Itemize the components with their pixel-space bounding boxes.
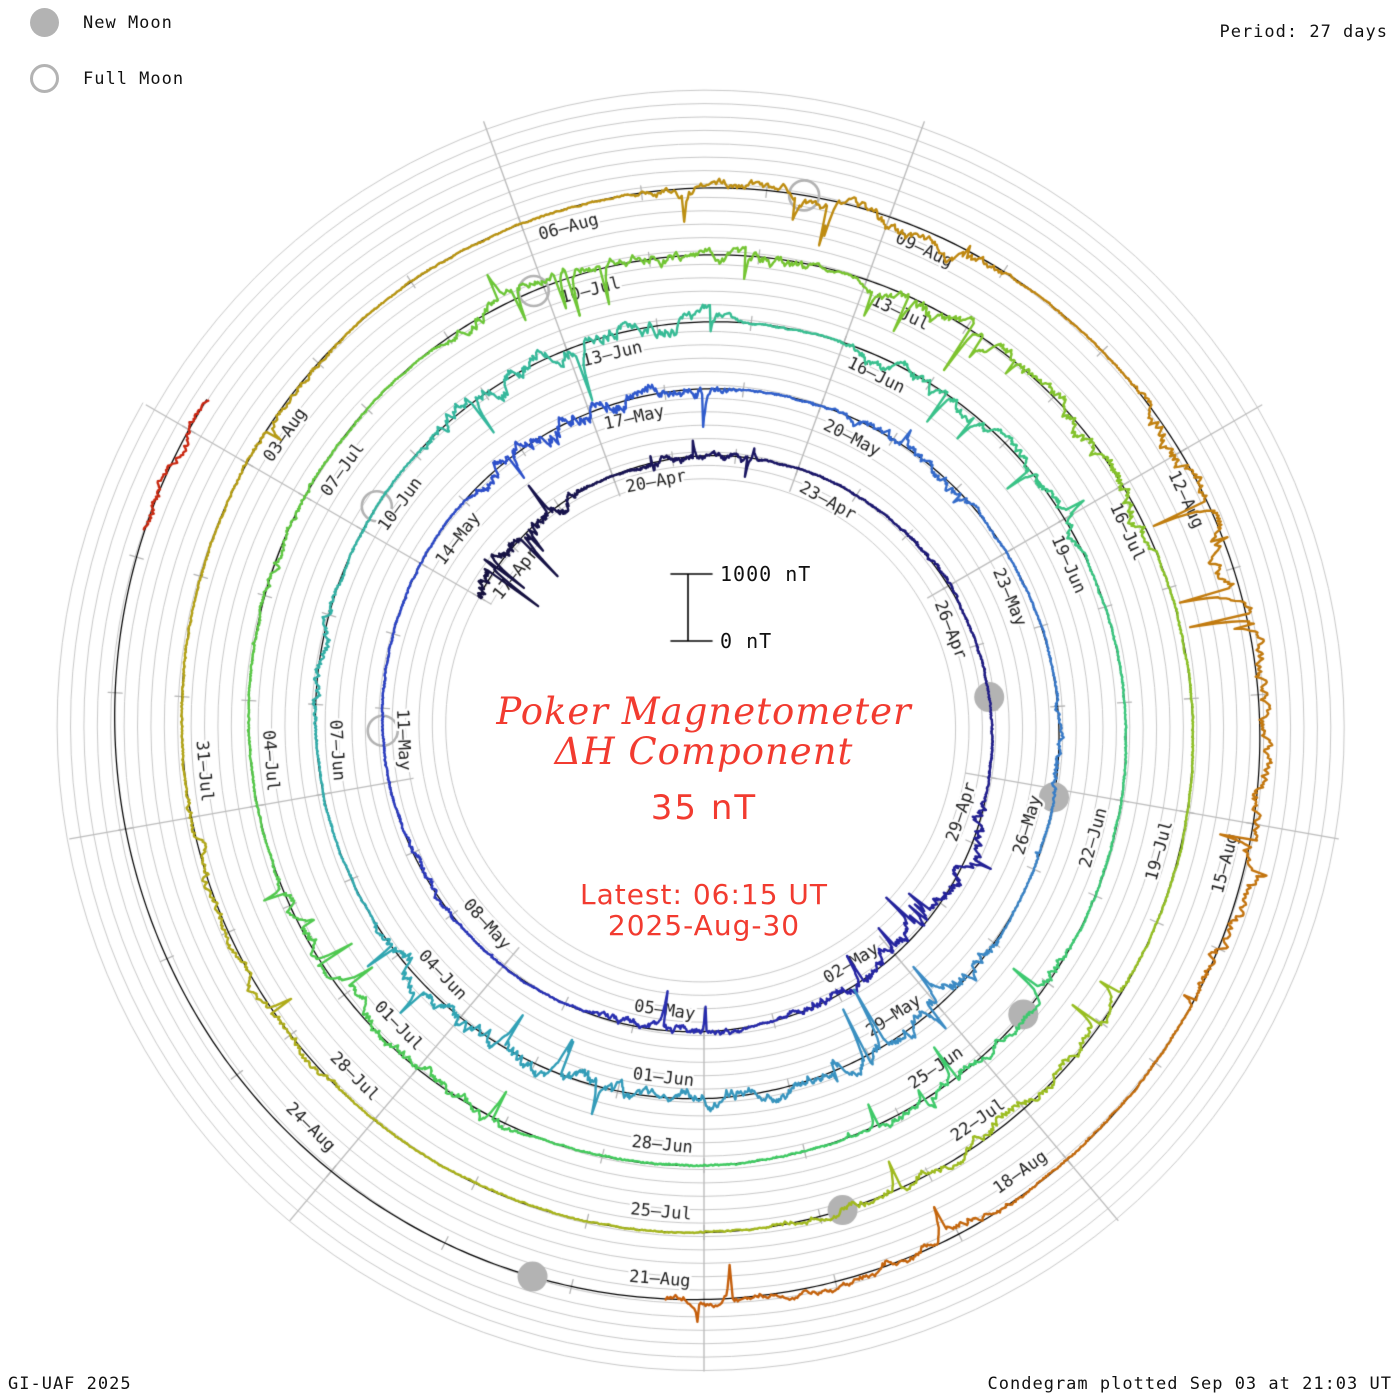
current-amplitude-value: 35 nT <box>650 788 758 828</box>
center-text-block: Poker Magnetometer ΔH Component 35 nT La… <box>496 692 911 941</box>
new-moon-icon <box>30 8 59 37</box>
scalebar-top-label: 1000 nT <box>720 562 812 586</box>
plotted-timestamp: Condegram plotted Sep 03 at 21:03 UT <box>987 1374 1392 1394</box>
credit-label: GI-UAF 2025 <box>8 1374 132 1394</box>
period-label: Period: 27 days <box>1219 22 1388 42</box>
scalebar-bottom-label: 0 nT <box>720 629 773 653</box>
legend-item-new-moon: New Moon <box>30 8 173 37</box>
legend-label: New Moon <box>83 12 173 33</box>
latest-time-label: Latest: 06:15 UT <box>579 878 829 911</box>
latest-date-label: 2025-Aug-30 <box>607 909 801 942</box>
legend-item-full-moon: Full Moon <box>30 64 184 93</box>
plot-title-line1: Poker Magnetometer <box>496 690 912 733</box>
plot-title-line2: ΔH Component <box>554 730 854 773</box>
full-moon-icon <box>30 64 59 93</box>
legend-label: Full Moon <box>83 68 185 89</box>
